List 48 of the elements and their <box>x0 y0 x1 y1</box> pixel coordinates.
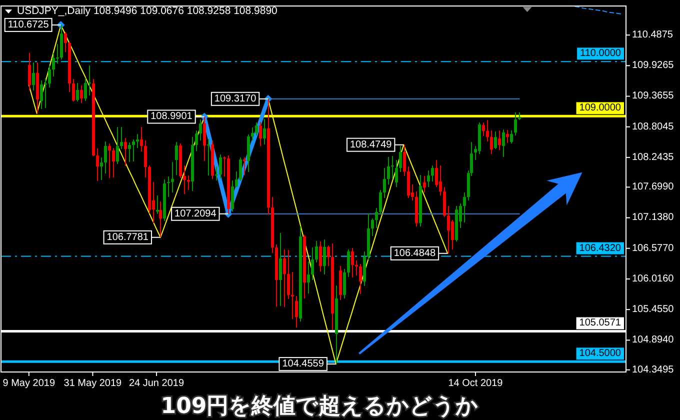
x-tick-label: 24 Jun 2019 <box>128 378 184 389</box>
data-label: 108.4749 <box>350 139 392 150</box>
data-label: 107.2094 <box>174 208 217 220</box>
data-label: 108.9901 <box>150 111 193 122</box>
data-label: 109.3170 <box>214 93 257 104</box>
x-tick-label: 31 May 2019 <box>64 378 122 389</box>
ref-line-label: 109.0000 <box>579 102 622 114</box>
candlestick <box>223 156 226 177</box>
ref-line-label: 106.4320 <box>579 242 622 254</box>
candlestick <box>183 165 186 194</box>
y-tick-label: 108.2435 <box>632 152 674 163</box>
ref-line-label: 110.0000 <box>580 48 622 60</box>
y-tick-label: 108.8045 <box>632 121 674 132</box>
ref-line-label: 104.5000 <box>579 348 622 360</box>
candlestick <box>167 176 170 197</box>
data-label: 104.4559 <box>282 358 324 370</box>
ref-line-label: 105.0571 <box>579 318 622 329</box>
candlestick <box>243 158 246 176</box>
candlestick <box>44 78 47 108</box>
y-tick-label: 104.8940 <box>632 334 674 346</box>
y-tick-label: 107.6990 <box>632 182 674 193</box>
x-tick-label: 14 Oct 2019 <box>448 378 504 389</box>
y-tick-label: 104.3495 <box>632 364 674 376</box>
y-tick-label: 106.0160 <box>632 273 674 284</box>
y-tick-label: 106.5770 <box>632 242 674 254</box>
text: 109円を終値で超えるかどうか <box>160 394 479 419</box>
candlestick <box>391 156 394 178</box>
candlestick <box>100 158 103 180</box>
y-tick-label: 107.1380 <box>632 212 674 224</box>
candlestick <box>355 260 358 276</box>
candlestick <box>156 195 159 214</box>
candlestick <box>215 166 218 181</box>
y-tick-label: 110.4875 <box>632 30 674 41</box>
line-series <box>574 6 624 15</box>
candlestick <box>187 176 190 190</box>
data-label: 106.4848 <box>394 248 436 259</box>
data-label: 110.6725 <box>8 19 50 30</box>
candlestick <box>171 162 174 193</box>
y-tick-label: 105.4550 <box>632 304 674 316</box>
x-tick-label: 9 May 2019 <box>2 378 56 389</box>
candlestick <box>136 134 139 148</box>
chart-title: USDJPY_,Daily 108.9496 109.0676 108.9258 108.9890 <box>17 5 278 17</box>
data-label: 106.7781 <box>106 232 149 243</box>
candlestick <box>291 272 294 320</box>
candlestick <box>108 143 111 178</box>
candlestick <box>207 139 210 176</box>
y-tick-label: 109.9265 <box>632 60 674 72</box>
y-tick-label: 109.3655 <box>632 90 674 102</box>
